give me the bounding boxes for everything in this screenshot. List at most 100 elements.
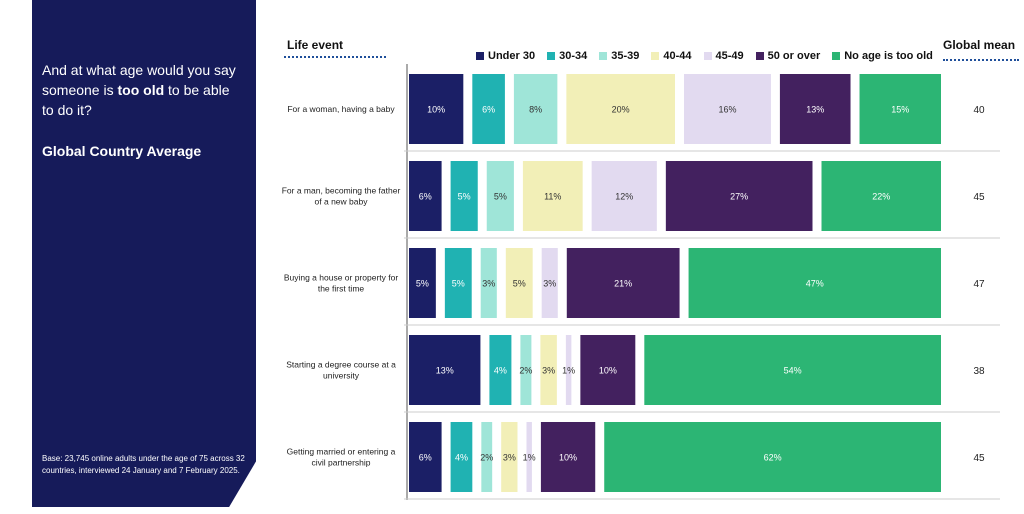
bar [565, 335, 572, 405]
bar-value-label: 21% [614, 279, 632, 289]
bar-value-label: 16% [718, 105, 736, 115]
bar [480, 248, 497, 318]
bar-value-label: 22% [872, 192, 890, 202]
legend-swatch [703, 52, 712, 60]
legend-swatch [476, 52, 484, 60]
bar [513, 74, 558, 144]
bar-value-label: 5% [494, 192, 507, 202]
bar [522, 161, 583, 231]
bar-value-label: 6% [419, 192, 432, 202]
bar [450, 161, 478, 231]
legend-item: 50 or over [755, 50, 820, 62]
bar-value-label: 15% [891, 105, 909, 115]
bar [821, 161, 941, 231]
legend-label: Under 30 [488, 50, 536, 62]
row-label: Buying a house or property for [284, 273, 399, 283]
bar-value-label: 6% [482, 105, 495, 115]
life-event-underline [284, 56, 386, 58]
bar [409, 335, 481, 405]
bar [779, 74, 851, 144]
bar [684, 74, 771, 144]
bar [409, 422, 442, 492]
bar [481, 422, 493, 492]
bar-value-label: 10% [599, 366, 617, 376]
global-mean-value: 47 [973, 279, 985, 290]
legend-item: No age is too old [832, 50, 933, 62]
subtitle: Global Country Average [42, 143, 202, 159]
bar [859, 74, 941, 144]
bar [580, 335, 636, 405]
row-label: of a new baby [315, 197, 369, 207]
bar [644, 335, 941, 405]
bar-value-label: 54% [784, 366, 802, 376]
base-note: Base: 23,745 online adults under the age… [42, 454, 245, 475]
bar-value-label: 13% [436, 366, 454, 376]
legend-swatch [599, 52, 608, 60]
global-mean-value: 38 [973, 366, 985, 377]
bar [540, 335, 557, 405]
question-text: And at what age would you say someone is… [42, 62, 236, 118]
bar [688, 248, 941, 318]
row-label: For a man, becoming the father [282, 186, 401, 196]
bar-value-label: 4% [455, 453, 468, 463]
row-label: civil partnership [311, 458, 370, 468]
bar-value-label: 47% [806, 279, 824, 289]
bar-value-label: 3% [542, 366, 555, 376]
row-label: the first time [318, 284, 365, 294]
bar-value-label: 2% [519, 366, 532, 376]
bar-value-label: 10% [427, 105, 445, 115]
bar-value-label: 1% [523, 453, 536, 463]
intro-panel: And at what age would you say someone is… [32, 0, 256, 507]
bar [526, 422, 532, 492]
row-label: Getting married or entering a [287, 447, 396, 457]
bar-value-label: 5% [452, 279, 465, 289]
bar-value-label: 6% [419, 453, 432, 463]
bar [450, 422, 473, 492]
legend-swatch [755, 52, 764, 60]
legend-label: 40-44 [663, 50, 692, 62]
legend-label: 45-49 [715, 50, 744, 62]
row-label: Starting a degree course at a [286, 360, 396, 370]
legend-swatch [651, 52, 660, 60]
bar [409, 248, 436, 318]
bar [409, 74, 464, 144]
global-mean-value: 45 [973, 192, 985, 203]
bar-value-label: 62% [764, 453, 782, 463]
bar [501, 422, 518, 492]
bar-value-label: 12% [615, 192, 633, 202]
bar [486, 161, 514, 231]
bar-value-label: 4% [494, 366, 507, 376]
bar-value-label: 5% [513, 279, 526, 289]
bar [505, 248, 533, 318]
legend-label: No age is too old [844, 50, 933, 62]
legend-item: 35-39 [599, 50, 639, 62]
bar-value-label: 11% [544, 192, 561, 202]
legend-label: 35-39 [611, 50, 640, 62]
global-mean-underline [943, 59, 1019, 61]
bar-value-label: 10% [559, 453, 577, 463]
global-mean-header: Global mean [943, 38, 1016, 52]
bar [566, 248, 680, 318]
legend-item: 45-49 [703, 50, 744, 62]
legend-item: 30-34 [547, 50, 587, 62]
bar-value-label: 3% [503, 453, 516, 463]
legend-swatch [832, 52, 841, 60]
global-mean-value: 40 [973, 105, 985, 116]
legend-item: 40-44 [651, 50, 692, 62]
row-label: For a woman, having a baby [287, 104, 395, 114]
global-mean-value: 45 [973, 453, 985, 464]
life-event-header: Life event [287, 38, 344, 52]
legend-label: 30-34 [559, 50, 588, 62]
bar-value-label: 5% [416, 279, 429, 289]
bar [541, 248, 558, 318]
bar-value-label: 3% [482, 279, 495, 289]
bar-value-label: 27% [730, 192, 748, 202]
bar-value-label: 13% [806, 105, 824, 115]
bar [591, 161, 657, 231]
bar [566, 74, 675, 144]
bar [520, 335, 532, 405]
bar [604, 422, 941, 492]
row-label: university [323, 371, 360, 381]
bar [540, 422, 596, 492]
